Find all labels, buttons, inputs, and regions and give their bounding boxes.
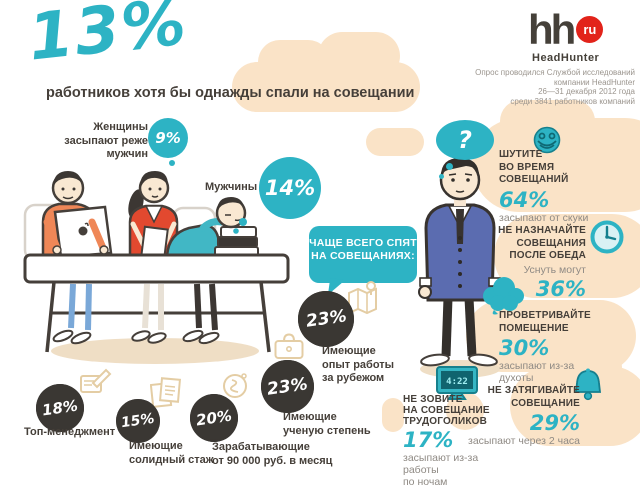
cloud-decoration xyxy=(318,32,400,80)
apple-laptop xyxy=(53,205,113,259)
meeting-illustration xyxy=(23,171,290,364)
women-callout-label: Женщины засыпают реже мужчин xyxy=(64,121,148,160)
headhunter-logo: hh ru xyxy=(528,6,604,53)
tip-note: засыпают через 2 часа xyxy=(468,435,580,447)
floor-shadow xyxy=(51,338,259,364)
logo-hh-text: hh xyxy=(528,6,576,53)
monitor-icon: 4:22 xyxy=(436,366,478,400)
question-mark: ? xyxy=(458,126,472,154)
logo-ru-badge: ru xyxy=(576,16,604,43)
tip-note: засыпают от скуки xyxy=(499,211,589,224)
thought-dot xyxy=(446,163,453,170)
tip-after-lunch: НЕ НАЗНАЧАЙТЕ СОВЕЩАНИЯ ПОСЛЕ ОБЕДА Усну… xyxy=(480,225,586,300)
stat-label-experience: Имеющие солидный стаж xyxy=(129,440,214,466)
survey-note: Опрос проводился Службой исследований ко… xyxy=(475,68,635,106)
stat-label-earners: Зарабатывающие от 90 000 руб. в месяц xyxy=(212,441,333,467)
tip-note: засыпают из-за работы по ночам xyxy=(403,452,479,488)
tip-title: ШУТИТЕ ВО ВРЕМЯ СОВЕЩАНИЙ xyxy=(499,149,569,185)
map-icon xyxy=(348,281,377,315)
smiley-icon xyxy=(533,126,561,154)
stat-label-degree: Имеющие ученую степень xyxy=(283,411,371,437)
man-with-laptop xyxy=(41,171,113,259)
logo-brand-name: HeadHunter xyxy=(532,52,600,64)
men-percent-value: 14% xyxy=(264,176,316,200)
bell-icon xyxy=(574,368,602,401)
tip-dont-drag: НЕ ЗАТЯГИВАЙТЕ СОВЕЩАНИЕ 29% засыпают че… xyxy=(468,385,580,447)
tip-title: ПРОВЕТРИВАЙТЕ ПОМЕЩЕНИЕ xyxy=(499,310,591,334)
thought-dot xyxy=(439,174,444,179)
tip-value: 30% xyxy=(499,336,550,360)
men-callout-label: Мужчины xyxy=(205,181,258,193)
stat-label-top-management: Топ-менеджмент xyxy=(24,426,116,438)
sleeping-man xyxy=(165,197,259,259)
speech-bubble: ЧАЩЕ ВСЕГО СПЯТ НА СОВЕЩАНИЯХ: xyxy=(309,226,417,283)
stat-circle-abroad: 23% xyxy=(298,291,354,347)
stat-circle-degree: 23% xyxy=(261,360,314,413)
thought-dot xyxy=(239,218,247,226)
tip-value: 64% xyxy=(499,187,550,212)
tip-note: засыпают из-за духоты xyxy=(499,360,575,384)
tip-title: НЕ ЗОВИТЕ НА СОВЕЩАНИЕ ТРУДОГОЛИКОВ xyxy=(403,394,490,427)
documents-icon xyxy=(150,377,182,408)
tip-ventilate: ПРОВЕТРИВАЙТЕ ПОМЕЩЕНИЕ 30% засыпают из-… xyxy=(499,310,609,384)
stat-circle-earners: 20% xyxy=(190,394,238,442)
coin-icon xyxy=(223,373,247,398)
tip-value: 36% xyxy=(535,276,586,301)
tip-note: Уснуть могут xyxy=(523,263,586,276)
stat-value: 20% xyxy=(194,406,234,430)
thought-cloud-icon xyxy=(483,277,524,315)
tip-value: 17% xyxy=(403,428,454,452)
stat-circle-top-management: 18% xyxy=(36,384,84,432)
stat-label-abroad: Имеющие опыт работы за рубежом xyxy=(322,345,395,384)
cloud-decoration xyxy=(382,398,404,432)
women-percent-circle: 9% xyxy=(148,118,188,158)
stat-value: 15% xyxy=(120,410,156,432)
pencil-note-icon xyxy=(80,368,112,393)
tip-value: 29% xyxy=(529,411,580,435)
question-bubble: ? xyxy=(436,120,494,160)
women-percent-value: 9% xyxy=(155,129,181,147)
clock-icon xyxy=(590,220,624,254)
monitor-time: 4:22 xyxy=(446,377,468,387)
tip-title: НЕ НАЗНАЧАЙТЕ СОВЕЩАНИЯ ПОСЛЕ ОБЕДА xyxy=(498,225,586,261)
cloud-decoration xyxy=(366,128,424,156)
stat-value: 23% xyxy=(304,306,348,332)
tip-workaholics: НЕ ЗОВИТЕ НА СОВЕЩАНИЕ ТРУДОГОЛИКОВ 17% … xyxy=(403,394,515,488)
briefcase-icon xyxy=(274,333,304,359)
tip-joke: ШУТИТЕ ВО ВРЕМЯ СОВЕЩАНИЙ 64% засыпают о… xyxy=(499,149,601,224)
stat-value: 18% xyxy=(40,396,80,420)
thought-dot xyxy=(169,160,175,166)
stat-circle-experience: 15% xyxy=(116,399,160,443)
headline-subtitle: работников хотя бы однажды спали на сове… xyxy=(46,85,415,101)
thought-dot xyxy=(233,228,239,234)
stat-value: 23% xyxy=(265,373,310,400)
men-percent-circle: 14% xyxy=(259,157,321,219)
headline-percent: 13% xyxy=(25,0,192,76)
woman-with-paper xyxy=(128,171,179,262)
tip-title: НЕ ЗАТЯГИВАЙТЕ СОВЕЩАНИЕ xyxy=(487,385,580,409)
legs xyxy=(52,283,220,345)
